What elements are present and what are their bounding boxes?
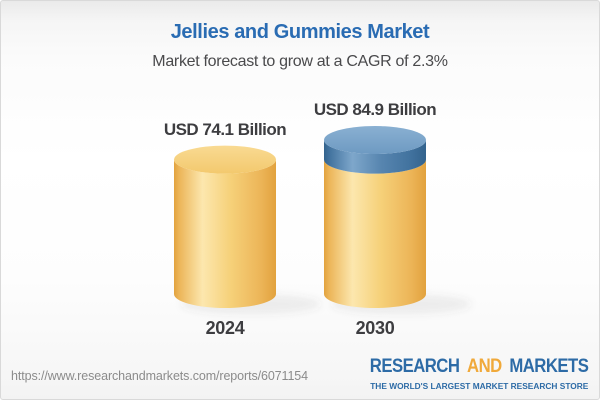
- bar-value-label-2024: USD 74.1 Billion: [163, 119, 287, 139]
- bar-cylinder-2024: [174, 145, 321, 314]
- bar-value-label-2030: USD 84.9 Billion: [313, 100, 437, 119]
- logo-word-and: AND: [466, 356, 502, 377]
- logo-wordmark: RESEARCH AND MARKETS: [369, 356, 588, 378]
- bar-cylinder-2030: [324, 126, 471, 314]
- chart-subtitle: Market forecast to grow at a CAGR of 2.3…: [152, 53, 448, 70]
- bar-category-label-2024: 2024: [205, 318, 245, 338]
- research-and-markets-logo: RESEARCH AND MARKETS THE WORLD'S LARGEST…: [340, 356, 588, 391]
- logo-word-markets: MARKETS: [509, 356, 589, 377]
- report-url-text: https://www.researchandmarkets.com/repor…: [11, 369, 308, 383]
- bar-category-label-2030: 2030: [355, 318, 395, 338]
- chart-title: Jellies and Gummies Market: [170, 21, 430, 43]
- logo-tagline: THE WORLD'S LARGEST MARKET RESEARCH STOR…: [369, 381, 588, 391]
- logo-word-research: RESEARCH: [369, 356, 460, 377]
